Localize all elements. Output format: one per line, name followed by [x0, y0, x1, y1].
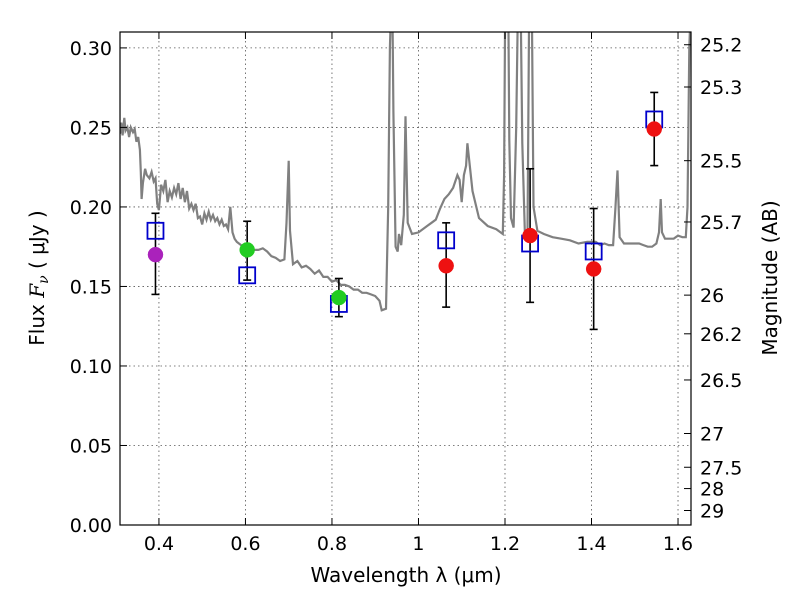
model-point-square [146, 221, 165, 240]
observed-point [522, 227, 538, 244]
mag-tick-label: 27.5 [700, 457, 742, 479]
y-label-f: F [25, 283, 49, 299]
y-tick-label: 0.30 [70, 38, 112, 60]
y2-axis-label: Magnitude (AB) [758, 200, 782, 355]
observed-point [331, 289, 347, 306]
y-tick-label: 0.10 [70, 356, 112, 378]
x-axis-label: Wavelength λ (μm) [310, 563, 501, 587]
y-axis-label: Flux Fν ( μJy ) [25, 210, 52, 345]
x-tick-label: 1.6 [663, 533, 693, 555]
mag-tick-label: 27 [700, 423, 724, 445]
x-tick-label: 0.8 [317, 533, 347, 555]
mag-tick-label: 25.2 [700, 35, 742, 57]
plot-area [120, 32, 691, 331]
y-tick-label: 0.25 [70, 117, 112, 139]
y-label-flux: Flux [25, 298, 49, 346]
model-point-square [238, 266, 257, 285]
model-point-square [437, 231, 456, 250]
axis-ticks: 0.4 0.6 0.8 1 1.2 1.4 1.6 0.00 0.05 0.10 0.15 0.20 0… [70, 32, 742, 555]
y-label-nu: ν [36, 275, 52, 284]
mag-tick-label: 26.2 [700, 324, 742, 346]
observed-points [147, 121, 662, 306]
y-tick-label: 0.20 [70, 197, 112, 219]
mag-tick-label: 29 [700, 500, 724, 522]
observed-point [585, 261, 602, 277]
x-tick-label: 1 [412, 533, 424, 555]
grid [120, 32, 691, 526]
plot-frame [119, 31, 692, 526]
observed-point [239, 242, 255, 258]
y-tick-label: 0.05 [70, 435, 112, 457]
model-point-square [584, 242, 603, 261]
x-tick-label: 0.4 [144, 533, 174, 555]
mag-tick-label: 28 [700, 479, 724, 501]
x-tick-label: 0.6 [230, 533, 260, 555]
mag-tick-label: 26 [700, 285, 724, 307]
y-label-unit: ( μJy ) [25, 210, 49, 275]
x-tick-label: 1.2 [490, 533, 520, 555]
observed-point [147, 246, 164, 263]
y-tick-label: 0.00 [70, 515, 112, 537]
model-sed-line [120, 32, 691, 312]
x-tick-label: 1.4 [576, 533, 606, 555]
y-tick-label: 0.15 [70, 276, 112, 298]
mag-tick-label: 26.5 [700, 370, 742, 392]
mag-tick-label: 25.7 [700, 212, 742, 234]
observed-point [438, 258, 454, 274]
observed-point [646, 121, 662, 137]
mag-tick-label: 25.5 [700, 151, 742, 173]
mag-tick-label: 25.3 [700, 77, 742, 99]
